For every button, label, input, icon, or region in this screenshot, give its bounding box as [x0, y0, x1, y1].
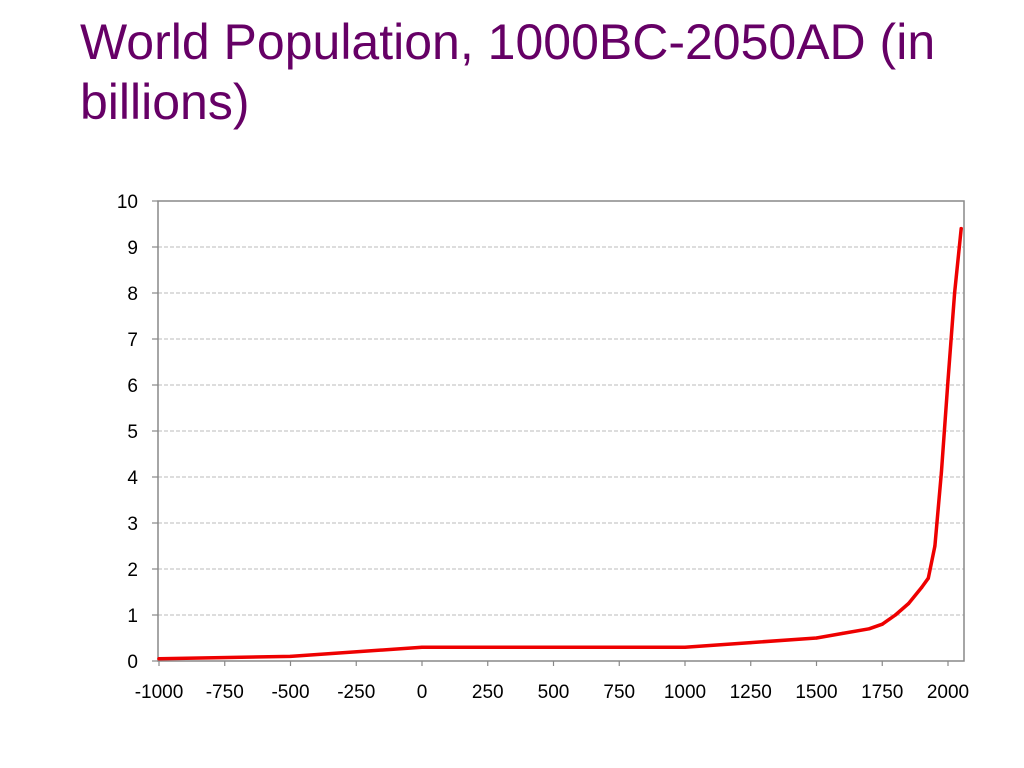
x-axis-ticks: -1000 -750 -500 -250 0 250 500 750 1000 1250 1500 1… — [135, 661, 969, 703]
y-tick-label: 5 — [127, 422, 138, 443]
data-point — [551, 645, 556, 649]
y-tick-label: 2 — [127, 560, 138, 581]
data-point — [939, 470, 944, 474]
data-point — [946, 378, 950, 382]
data-point — [920, 585, 924, 590]
x-tick-label: 2000 — [927, 682, 969, 703]
x-tick-label: 1750 — [861, 682, 903, 703]
data-point — [933, 544, 937, 548]
data-point — [288, 654, 293, 659]
gridlines — [158, 246, 964, 616]
y-tick-label: 9 — [127, 238, 138, 259]
x-tick-label: -750 — [206, 682, 244, 703]
data-point — [906, 601, 911, 606]
data-point — [867, 627, 871, 631]
data-point — [683, 645, 687, 649]
data-point — [952, 291, 957, 295]
series-layer — [157, 226, 963, 661]
x-tick-label: 1250 — [730, 682, 772, 703]
data-point — [959, 227, 963, 231]
data-point — [749, 641, 753, 645]
data-point — [926, 576, 930, 580]
y-tick-label: 7 — [127, 330, 138, 351]
x-tick-label: 0 — [417, 682, 428, 703]
y-tick-label: 1 — [127, 606, 138, 627]
data-point — [420, 645, 424, 649]
y-tick-label: 8 — [127, 284, 138, 305]
x-tick-label: 1000 — [664, 682, 706, 703]
y-tick-label: 0 — [127, 652, 138, 673]
data-point — [841, 631, 845, 636]
data-point — [814, 636, 819, 640]
x-tick-label: 250 — [472, 682, 504, 703]
x-tick-label: -250 — [337, 682, 375, 703]
x-tick-label: 750 — [603, 682, 635, 703]
y-axis-ticks: 0 1 2 3 4 5 6 7 8 9 10 — [117, 192, 158, 673]
x-tick-label: 500 — [538, 682, 570, 703]
slide-title: World Population, 1000BC-2050AD (in bill… — [80, 14, 936, 130]
x-tick-label: 1500 — [795, 682, 837, 703]
data-point — [893, 613, 898, 617]
y-tick-label: 3 — [127, 514, 138, 535]
x-tick-label: -1000 — [135, 682, 184, 703]
y-tick-label: 10 — [117, 192, 138, 213]
x-tick-label: -500 — [271, 682, 309, 703]
data-point — [157, 657, 161, 661]
data-point — [880, 622, 884, 626]
y-tick-label: 6 — [127, 376, 138, 397]
y-tick-label: 4 — [127, 468, 138, 489]
